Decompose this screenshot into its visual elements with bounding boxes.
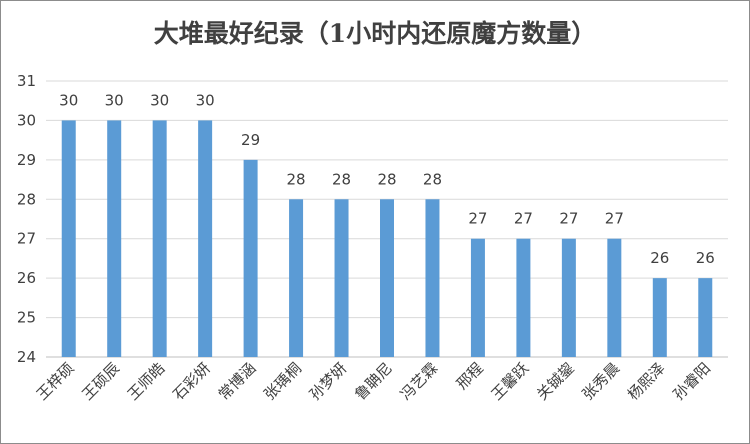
x-tick-label: 张瑀桐 <box>260 359 305 404</box>
x-tick-label: 王梓硕 <box>33 359 78 404</box>
bar <box>152 120 167 357</box>
x-tick-label: 鲁聃尼 <box>351 359 396 404</box>
x-tick-label: 石彩妍 <box>169 359 214 404</box>
bar <box>516 238 531 357</box>
bar <box>607 238 622 357</box>
data-label: 28 <box>423 170 442 188</box>
data-label: 30 <box>59 91 78 109</box>
data-label: 26 <box>650 249 669 267</box>
bar <box>380 199 394 357</box>
y-tick-label: 24 <box>17 348 36 366</box>
x-tick-label: 孙睿阳 <box>670 359 715 404</box>
x-tick-label: 张秀晨 <box>579 359 624 404</box>
x-tick-label: 王馨跃 <box>488 359 533 404</box>
chart-title: 大堆最好纪录（1小时内还原魔方数量） <box>153 19 597 48</box>
x-tick-label: 关铖鋆 <box>533 359 578 404</box>
data-label: 27 <box>514 210 533 228</box>
data-label: 27 <box>468 210 487 228</box>
x-tick-label: 王硕辰 <box>78 359 123 404</box>
data-label: 28 <box>287 170 306 188</box>
bar <box>107 120 122 357</box>
y-tick-label: 29 <box>17 151 36 169</box>
data-label: 28 <box>332 170 351 188</box>
data-label: 30 <box>196 91 215 109</box>
data-label: 27 <box>559 210 578 228</box>
y-tick-label: 26 <box>17 269 36 287</box>
bar <box>334 199 349 357</box>
data-labels: 30 30 30 30 29 28 28 28 28 27 27 27 27 26 26 <box>59 91 715 267</box>
bar <box>425 199 440 357</box>
data-label: 26 <box>696 249 715 267</box>
bars <box>61 120 713 357</box>
x-tick-label: 邢程 <box>453 359 487 393</box>
data-label: 30 <box>105 91 124 109</box>
bar <box>652 278 667 357</box>
y-tick-label: 27 <box>17 230 36 248</box>
x-tick-label: 冯艺霖 <box>397 359 442 404</box>
data-label: 27 <box>605 210 624 228</box>
bar <box>289 199 304 357</box>
y-tick-label: 25 <box>17 309 36 327</box>
x-axis: 王梓硕 王硕辰 王师皓 石彩妍 常博涵 张瑀桐 孙梦妍 鲁聃尼 冯艺霖 邢程 王馨跃 关铖鋆 张秀晨 杨熙… <box>33 359 714 404</box>
bar <box>61 120 76 357</box>
bar <box>470 238 485 357</box>
data-label: 28 <box>377 170 396 188</box>
data-label: 30 <box>150 91 169 109</box>
bar <box>698 278 713 357</box>
bar <box>561 238 576 357</box>
y-tick-label: 30 <box>17 111 36 129</box>
y-tick-label: 31 <box>17 72 36 90</box>
bar <box>198 120 213 357</box>
x-tick-label: 常博涵 <box>215 359 260 404</box>
bar <box>243 159 258 357</box>
data-label: 29 <box>241 131 260 149</box>
y-tick-label: 28 <box>17 190 36 208</box>
y-axis: 24 25 26 27 28 29 30 31 <box>17 72 36 366</box>
x-tick-label: 孙梦妍 <box>306 359 351 404</box>
x-tick-label: 杨熙泽 <box>624 359 669 404</box>
x-tick-label: 王师皓 <box>124 359 169 404</box>
